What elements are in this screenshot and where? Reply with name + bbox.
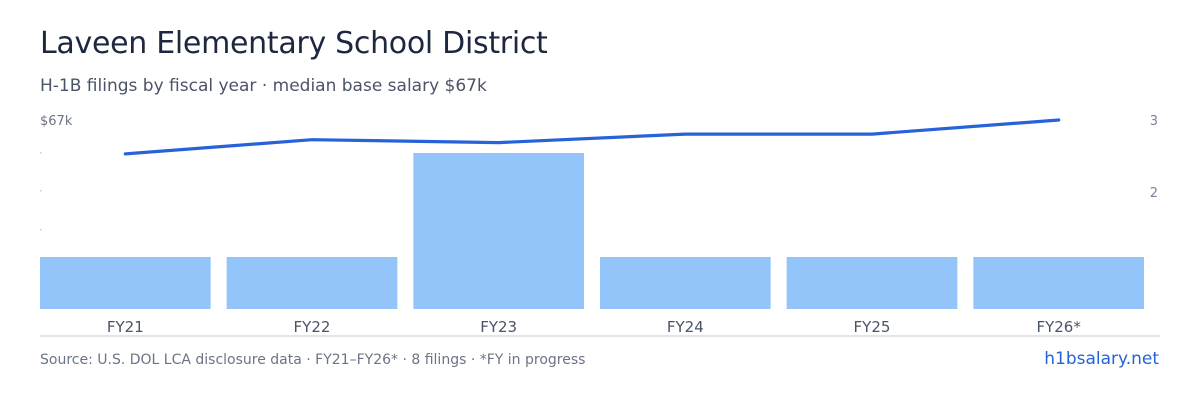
- bar-fy25: [786, 257, 958, 309]
- left-minor-tick-2: [40, 190, 42, 192]
- right-axis-ticks: 32: [1150, 114, 1158, 201]
- left-minor-tick-3: [40, 229, 42, 231]
- left-minor-tick-1: [40, 152, 42, 154]
- x-label-fy23: FY23: [480, 318, 517, 336]
- x-label-fy25: FY25: [854, 318, 891, 336]
- right-tick-3: 3: [1150, 114, 1158, 129]
- bar-series: [40, 153, 1144, 309]
- salary-line: [123, 118, 1061, 156]
- bar-fy21: [40, 257, 211, 309]
- chart-subtitle: H-1B filings by fiscal year · median bas…: [40, 76, 487, 96]
- left-axis-minor-ticks: [40, 152, 42, 231]
- x-label-fy21: FY21: [107, 318, 144, 336]
- bar-fy22: [226, 257, 398, 309]
- x-label-fy24: FY24: [667, 318, 704, 336]
- bar-fy24: [600, 257, 771, 309]
- footer-source: Source: U.S. DOL LCA disclosure data · F…: [40, 352, 586, 368]
- x-axis-labels: FY21 FY22 FY23 FY24 FY25 FY26*: [107, 318, 1081, 336]
- left-axis-top-label: $67k: [40, 114, 73, 129]
- bar-fy26: [973, 257, 1144, 309]
- bar-fy23: [413, 153, 584, 309]
- x-label-fy22: FY22: [294, 318, 331, 336]
- right-tick-2: 2: [1150, 186, 1158, 201]
- site-link[interactable]: h1bsalary.net: [1044, 349, 1159, 369]
- page-title: Laveen Elementary School District: [40, 26, 548, 61]
- x-label-fy26: FY26*: [1036, 318, 1081, 336]
